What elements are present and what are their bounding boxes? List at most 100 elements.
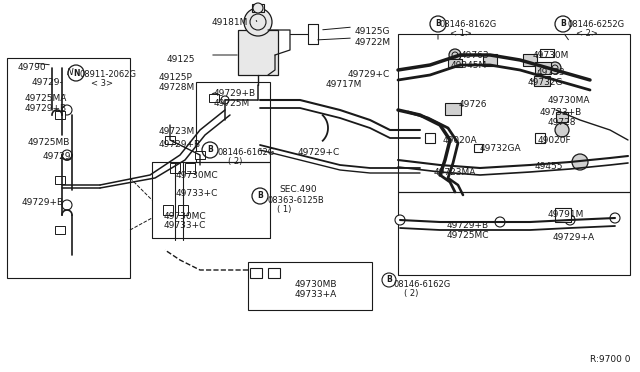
Text: 49125: 49125 [167,55,195,64]
Bar [445,103,461,115]
Bar [448,59,462,67]
Bar [535,62,551,74]
Circle shape [253,3,263,13]
Text: 08146-6162G: 08146-6162G [218,148,275,157]
Bar [55,111,65,119]
Bar [250,268,262,278]
Text: 08146-6252G: 08146-6252G [567,20,624,29]
Bar [165,136,175,144]
Text: 49791M: 49791M [548,210,584,219]
Text: ( 2): ( 2) [404,289,419,298]
Text: 49723M: 49723M [159,127,195,136]
Text: 49181M: 49181M [212,18,248,27]
Text: 08146-8162G: 08146-8162G [440,20,497,29]
Text: 49730MC: 49730MC [176,171,219,180]
Bar [540,49,554,57]
Circle shape [395,215,405,225]
Text: 49455: 49455 [535,162,563,171]
Bar [535,133,545,143]
Circle shape [449,49,461,61]
Text: 49729+B: 49729+B [159,140,201,149]
Circle shape [62,200,72,210]
Text: < 3>: < 3> [91,79,113,88]
Text: 49722M: 49722M [355,38,391,47]
Text: 08911-2062G: 08911-2062G [79,70,136,79]
Bar [483,54,497,66]
Text: 49729+C: 49729+C [298,148,340,157]
Text: 49729+B: 49729+B [447,221,489,230]
Bar [55,226,65,234]
Bar [238,30,278,75]
Bar [7,58,130,278]
Text: 49733+B: 49733+B [540,108,582,117]
Text: 49717M: 49717M [326,80,362,89]
Text: 49729+A: 49729+A [553,233,595,242]
Circle shape [495,217,505,227]
Bar [55,176,65,184]
Circle shape [565,215,575,225]
Circle shape [244,8,272,36]
Text: 49725MB: 49725MB [28,138,70,147]
Text: 49725MC: 49725MC [447,231,490,240]
Text: 08146-6162G: 08146-6162G [394,280,451,289]
Bar [398,192,630,275]
Circle shape [549,62,561,74]
Bar [196,82,270,162]
Bar [534,76,550,86]
Text: < 1>: < 1> [450,29,472,38]
Bar [248,262,372,310]
Bar [152,162,270,238]
Text: 49020A: 49020A [443,136,477,145]
Bar [195,151,205,159]
Text: 49729+B: 49729+B [25,104,67,113]
Text: B: B [207,145,213,154]
Text: SEC.490: SEC.490 [279,185,317,194]
Text: B: B [257,192,263,201]
Text: 49732G: 49732G [528,78,563,87]
Bar [209,94,219,102]
Circle shape [62,105,72,115]
Text: 49728M: 49728M [159,83,195,92]
Text: 08363-6125B: 08363-6125B [267,196,324,205]
Circle shape [211,93,219,101]
Bar [425,133,435,143]
Text: B: B [560,19,566,29]
Circle shape [62,150,72,160]
Text: 49732GA: 49732GA [480,144,522,153]
Text: N: N [73,68,79,77]
Bar [252,4,264,12]
Bar [474,144,482,152]
Text: 49125P: 49125P [159,73,193,82]
Circle shape [221,96,229,104]
Circle shape [555,123,569,137]
Bar [170,163,180,173]
Text: B: B [386,276,392,285]
Text: ( 1): ( 1) [277,205,291,214]
Text: 49729+B: 49729+B [22,198,64,207]
Text: 49730MB: 49730MB [295,280,337,289]
Text: R:9700 0: R:9700 0 [590,355,630,364]
Text: 49763: 49763 [461,51,490,60]
Bar [523,54,537,66]
Text: 49726: 49726 [459,100,488,109]
Text: 49725MA: 49725MA [25,94,67,103]
Text: 49125G: 49125G [355,27,390,36]
Circle shape [572,154,588,170]
Text: 49345M: 49345M [451,61,487,70]
Text: 49729+C: 49729+C [348,70,390,79]
Text: B: B [435,19,441,29]
Bar [268,268,280,278]
Text: 49733+C: 49733+C [176,189,218,198]
Text: 49729+B: 49729+B [214,89,256,98]
Text: 49730MC: 49730MC [164,212,207,221]
Text: 49020F: 49020F [538,136,572,145]
Text: < 2>: < 2> [576,29,598,38]
Bar [556,112,568,122]
Bar [185,163,195,173]
Text: 49730MA: 49730MA [548,96,591,105]
Text: 49733+A: 49733+A [295,290,337,299]
Bar [398,34,630,192]
Text: ( 2): ( 2) [228,157,243,166]
Text: 49733+C: 49733+C [164,221,206,230]
Text: 49723MA: 49723MA [434,168,476,177]
